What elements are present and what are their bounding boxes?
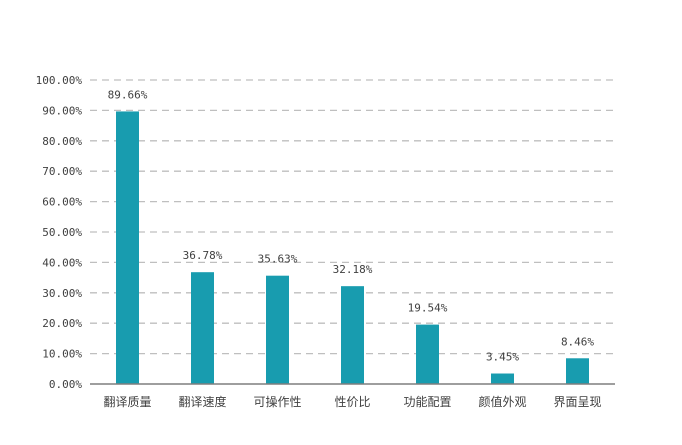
y-axis-tick-labels: 0.00% 10.00% 20.00% 30.00% 40.00% 50.00% 60.00… — [36, 74, 83, 391]
data-labels: 89.66% 36.78% 35.63% 32.18% 19.54% 3.45% 8.46% — [108, 88, 595, 363]
bar — [116, 111, 139, 385]
bar — [491, 373, 514, 384]
y-tick-label: 10.00% — [42, 348, 82, 361]
gridlines — [90, 79, 615, 355]
y-tick-label: 80.00% — [42, 135, 82, 148]
data-label: 8.46% — [561, 335, 594, 348]
y-tick-label: 30.00% — [42, 287, 82, 300]
data-label: 89.66% — [108, 88, 148, 101]
y-tick-label: 100.00% — [36, 74, 83, 87]
data-label: 32.18% — [333, 263, 373, 276]
x-category-label: 翻译速度 — [178, 394, 226, 409]
data-label: 36.78% — [183, 249, 223, 262]
x-category-label: 翻译质量 — [103, 395, 151, 409]
bar — [341, 286, 364, 384]
bars — [116, 111, 589, 385]
data-label: 19.54% — [408, 302, 448, 315]
x-category-label: 功能配置 — [403, 395, 451, 409]
y-tick-label: 50.00% — [42, 226, 82, 239]
data-label: 3.45% — [486, 351, 519, 364]
y-tick-label: 40.00% — [42, 256, 82, 269]
x-category-label: 界面呈现 — [553, 395, 601, 409]
bar — [266, 275, 289, 384]
y-tick-label: 0.00% — [49, 378, 82, 391]
bar — [416, 324, 439, 384]
bar — [566, 358, 589, 384]
y-tick-label: 70.00% — [42, 165, 82, 178]
y-tick-label: 20.00% — [42, 317, 82, 330]
x-category-label: 颜值外观 — [478, 394, 526, 409]
y-tick-label: 90.00% — [42, 104, 82, 117]
bar — [191, 272, 214, 384]
x-axis-category-labels: 翻译质量 翻译速度 可操作性 性价比 功能配置 颜值外观 界面呈现 — [103, 394, 601, 409]
x-category-label: 可操作性 — [253, 394, 301, 409]
y-tick-label: 60.00% — [42, 196, 82, 209]
x-category-label: 性价比 — [334, 395, 370, 409]
data-label: 35.63% — [258, 253, 298, 266]
